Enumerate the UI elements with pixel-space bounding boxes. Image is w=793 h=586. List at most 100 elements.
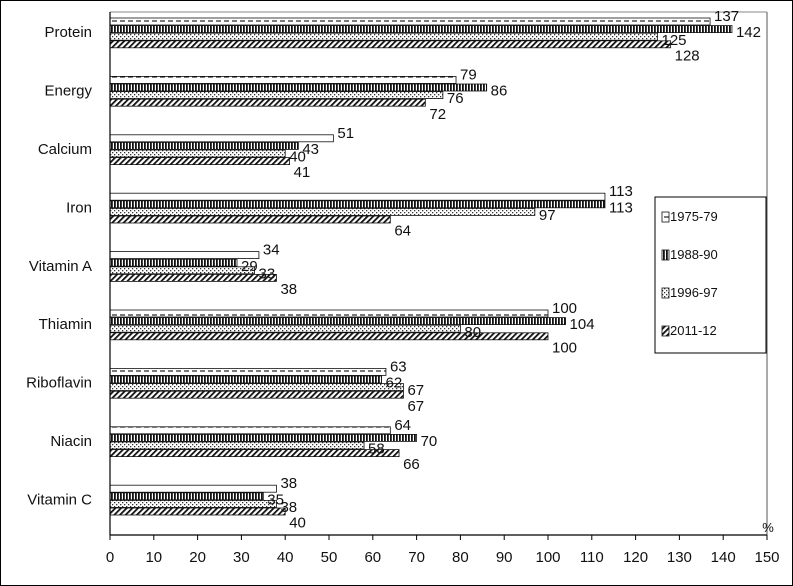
data-label: 104 xyxy=(570,316,595,333)
bar-1975-79-thiamin xyxy=(109,309,549,318)
bar-1975-79-iron xyxy=(109,192,606,201)
data-label: 51 xyxy=(337,125,354,142)
bar-1996-97-vitamin-c xyxy=(109,499,277,508)
data-label: 29 xyxy=(241,258,258,275)
bar-1996-97-energy xyxy=(109,91,444,99)
bar-1988-90-thiamin xyxy=(109,317,566,326)
bar-1975-79-calcium xyxy=(109,134,334,143)
bar-1988-90-riboflavin xyxy=(109,375,382,384)
x-tick-label: 90 xyxy=(496,549,513,566)
data-label: 62 xyxy=(386,375,403,392)
data-label: 43 xyxy=(302,141,319,158)
x-tick-label: 80 xyxy=(452,549,469,566)
bar-1988-90-vitamin-a xyxy=(109,258,238,267)
bar-2011-12-iron xyxy=(109,215,391,224)
bar-2011-12-riboflavin xyxy=(109,390,404,399)
data-label: 113 xyxy=(609,183,633,200)
legend-entry-label: 1996-97 xyxy=(670,285,718,300)
legend-entry-label: 2011-12 xyxy=(670,323,717,338)
x-tick-label: 30 xyxy=(233,549,250,566)
data-label: 40 xyxy=(289,515,306,532)
x-tick-label: 40 xyxy=(277,549,294,566)
data-label: 64 xyxy=(394,417,411,434)
x-tick-label: 150 xyxy=(754,549,779,566)
bar-2011-12-thiamin xyxy=(109,332,549,341)
bar-1975-79-vitamin-c xyxy=(109,484,277,493)
legend-swatch xyxy=(661,287,670,299)
bar-1975-79-protein xyxy=(109,17,711,26)
data-label: 72 xyxy=(429,106,446,123)
data-label: 40 xyxy=(289,149,306,166)
category-label: Calcium xyxy=(38,141,92,158)
data-label: 67 xyxy=(407,382,424,399)
data-label: 38 xyxy=(280,281,297,298)
legend-swatch xyxy=(661,211,670,223)
bar-1988-90-vitamin-c xyxy=(109,492,264,501)
x-tick-label: 100 xyxy=(535,549,560,566)
bar-1988-90-calcium xyxy=(109,141,299,150)
data-label: 76 xyxy=(447,90,464,107)
bar-2011-12-niacin xyxy=(109,449,400,458)
category-label: Thiamin xyxy=(39,316,92,333)
category-label: Protein xyxy=(44,24,92,41)
bar-1996-97-thiamin xyxy=(109,324,461,333)
x-tick-label: 0 xyxy=(106,549,114,566)
data-label: 58 xyxy=(368,441,385,458)
legend-swatch xyxy=(661,249,670,261)
data-label: 66 xyxy=(403,456,420,473)
bar-1996-97-riboflavin xyxy=(109,383,404,392)
legend-entry-label: 1988-90 xyxy=(670,247,718,262)
category-label: Energy xyxy=(44,83,92,100)
x-tick-label: 120 xyxy=(623,549,648,566)
bar-2011-12-vitamin-a xyxy=(109,273,277,282)
category-label: Vitamin C xyxy=(27,491,92,508)
data-label: 113 xyxy=(609,199,633,216)
bar-2011-12-vitamin-c xyxy=(109,507,286,516)
data-label: 128 xyxy=(675,47,700,64)
bar-1975-79-riboflavin xyxy=(109,367,387,376)
bar-1996-97-iron xyxy=(109,207,536,216)
legend-box xyxy=(654,196,767,354)
data-label: 35 xyxy=(267,491,284,508)
bar-1988-90-protein xyxy=(109,25,733,34)
data-label: 86 xyxy=(491,83,508,100)
data-label: 97 xyxy=(539,207,556,224)
x-tick-label: 20 xyxy=(189,549,206,566)
data-label: 125 xyxy=(662,32,687,49)
bar-2011-12-energy xyxy=(109,98,426,107)
data-label: 67 xyxy=(407,398,424,415)
bar-1996-97-niacin xyxy=(109,441,365,450)
bar-1988-90-iron xyxy=(109,200,606,209)
data-label: 142 xyxy=(736,24,761,41)
data-label: 41 xyxy=(294,164,311,181)
x-unit-label: % xyxy=(762,520,774,535)
x-tick-label: 110 xyxy=(580,549,604,566)
legend-swatch xyxy=(661,325,670,337)
data-label: 38 xyxy=(280,499,297,516)
x-tick-label: 10 xyxy=(145,549,162,566)
data-label: 63 xyxy=(390,358,407,375)
data-label: 137 xyxy=(714,8,739,25)
category-label: Vitamin A xyxy=(29,258,92,275)
bar-2011-12-protein xyxy=(109,40,672,49)
bar-1996-97-protein xyxy=(109,32,658,41)
category-label: Iron xyxy=(66,199,92,216)
data-label: 70 xyxy=(421,433,438,450)
legend-entry-label: 1975-79 xyxy=(670,209,718,224)
bar-2011-12-calcium xyxy=(109,157,290,166)
bar-1975-79-energy xyxy=(109,76,457,84)
bar-1975-79-vitamin-a xyxy=(109,251,260,260)
data-label: 79 xyxy=(460,66,477,83)
x-tick-label: 70 xyxy=(408,549,425,566)
x-tick-label: 60 xyxy=(364,549,381,566)
bar-1996-97-calcium xyxy=(109,149,286,158)
data-label: 64 xyxy=(394,223,411,240)
x-tick-label: 140 xyxy=(711,549,736,566)
data-label: 80 xyxy=(464,324,481,341)
data-label: 100 xyxy=(552,339,577,356)
bar-1988-90-energy xyxy=(109,83,488,92)
category-label: Niacin xyxy=(50,433,92,450)
x-tick-label: 50 xyxy=(321,549,338,566)
data-label: 33 xyxy=(259,265,276,282)
